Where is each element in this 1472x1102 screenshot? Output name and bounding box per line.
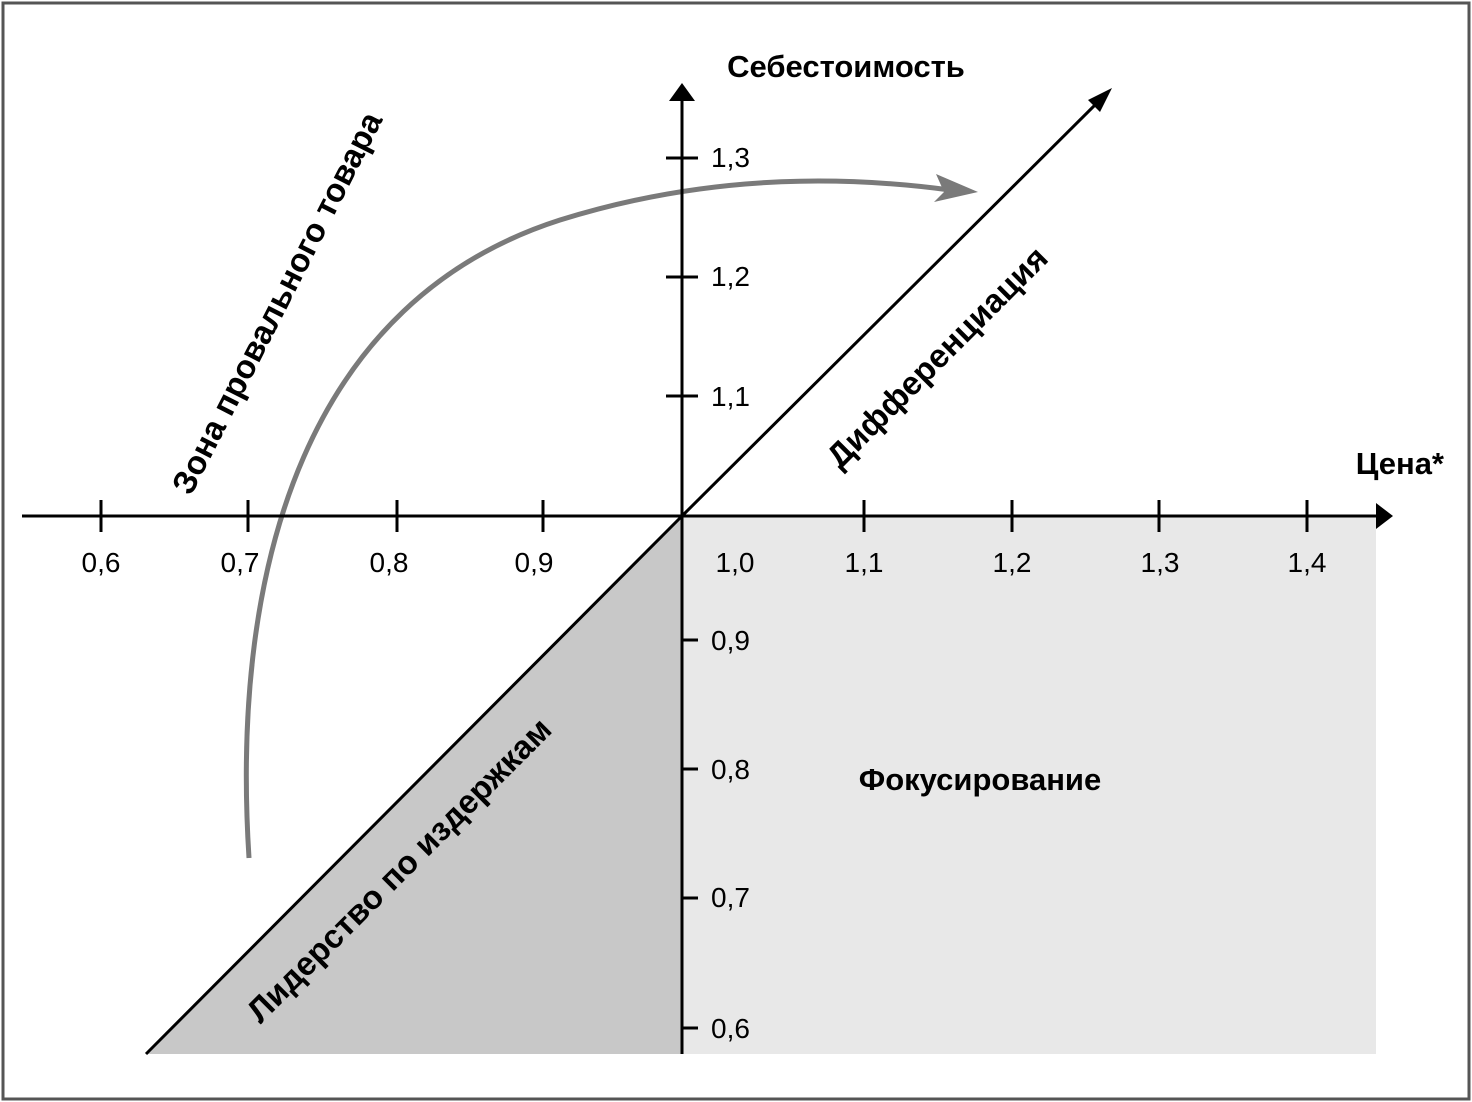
x-axis-arrowhead bbox=[1376, 503, 1393, 529]
focusing-label: Фокусирование bbox=[859, 762, 1101, 797]
y-tick-label: 0,9 bbox=[711, 625, 750, 656]
y-axis-title: Себестоимость bbox=[727, 49, 965, 84]
x-tick-label: 1,2 bbox=[993, 547, 1032, 578]
differentiation-label: Дифференциация bbox=[819, 239, 1055, 475]
transition-curve-arrow bbox=[243, 178, 951, 859]
focusing-region bbox=[682, 516, 1376, 1054]
y-tick-label: 0,7 bbox=[711, 882, 750, 913]
y-tick-label: 0,8 bbox=[711, 754, 750, 785]
y-tick-label: 0,6 bbox=[711, 1013, 750, 1044]
x-tick-label: 1,3 bbox=[1141, 547, 1180, 578]
x-tick-label: 1,4 bbox=[1288, 547, 1327, 578]
x-tick-label: 1,0 bbox=[716, 547, 755, 578]
failure-zone-label: Зона провального товара bbox=[164, 105, 389, 500]
x-tick-labels: 0,6 0,7 0,8 0,9 1,0 1,1 1,2 1,3 1,4 bbox=[82, 547, 1327, 578]
y-axis-arrowhead bbox=[669, 83, 695, 101]
curve-arrowhead-icon bbox=[934, 174, 978, 202]
y-tick-labels: 1,3 1,2 1,1 0,9 0,8 0,7 0,6 bbox=[711, 142, 750, 1044]
x-tick-label: 1,1 bbox=[845, 547, 884, 578]
x-tick-label: 0,7 bbox=[221, 547, 260, 578]
x-tick-label: 0,6 bbox=[82, 547, 121, 578]
x-tick-label: 0,8 bbox=[370, 547, 409, 578]
differentiation-diagonal bbox=[680, 98, 1102, 518]
cost-leadership-diagonal bbox=[144, 514, 684, 1056]
x-axis-title: Цена* bbox=[1356, 446, 1445, 481]
x-axis-ticks bbox=[99, 500, 1309, 532]
y-tick-label: 1,1 bbox=[711, 381, 750, 412]
differentiation-arrowhead bbox=[1088, 88, 1112, 112]
y-tick-label: 1,2 bbox=[711, 261, 750, 292]
x-tick-label: 0,9 bbox=[515, 547, 554, 578]
y-tick-label: 1,3 bbox=[711, 142, 750, 173]
y-axis-ticks bbox=[666, 156, 698, 1030]
